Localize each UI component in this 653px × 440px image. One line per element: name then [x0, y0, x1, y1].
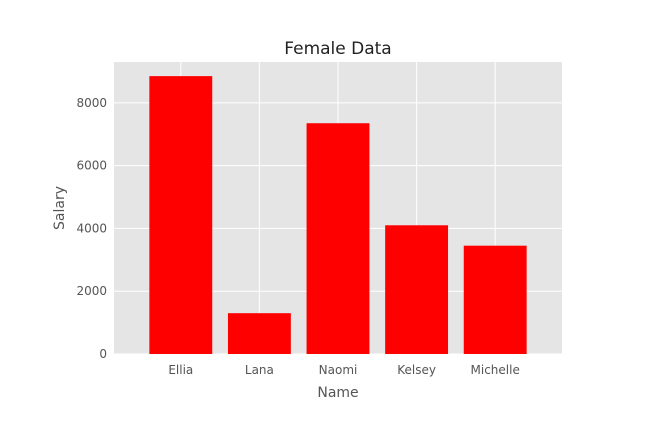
y-tick-label: 2000 — [76, 284, 107, 298]
y-tick-label: 4000 — [76, 221, 107, 235]
y-tick-label: 6000 — [76, 159, 107, 173]
x-tick-label: Kelsey — [397, 363, 436, 377]
bar-lana — [227, 313, 291, 354]
bar-naomi — [306, 123, 370, 355]
bars — [149, 76, 527, 355]
x-tick-label: Lana — [245, 363, 274, 377]
bar-ellia — [149, 76, 213, 355]
y-axis-label: Salary — [52, 186, 68, 230]
chart-title: Female Data — [284, 39, 391, 59]
y-tick-label: 0 — [99, 347, 107, 361]
x-tick-label: Naomi — [319, 363, 358, 377]
y-tick-labels: 0 2000 4000 6000 8000 — [76, 96, 107, 361]
x-tick-labels: Ellia Lana Naomi Kelsey Michelle — [168, 363, 520, 377]
y-tick-label: 8000 — [76, 96, 107, 110]
bar-kelsey — [385, 225, 449, 354]
x-axis-label: Name — [317, 385, 358, 401]
bar-michelle — [463, 245, 527, 354]
x-tick-label: Ellia — [168, 363, 193, 377]
x-tick-label: Michelle — [471, 363, 520, 377]
